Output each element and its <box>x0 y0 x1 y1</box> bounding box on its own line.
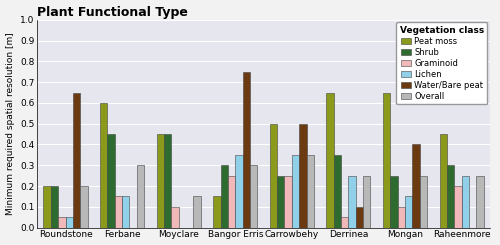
Bar <box>326 93 334 228</box>
Bar <box>363 176 370 228</box>
Bar <box>80 186 87 228</box>
Bar <box>51 186 58 228</box>
Bar <box>172 207 178 228</box>
Bar <box>341 217 348 228</box>
Bar <box>454 186 462 228</box>
Bar <box>462 176 469 228</box>
Bar <box>58 217 66 228</box>
Bar <box>164 134 172 228</box>
Bar <box>299 124 306 228</box>
Bar <box>44 186 51 228</box>
Bar <box>476 176 484 228</box>
Bar <box>284 176 292 228</box>
Bar <box>398 207 405 228</box>
Bar <box>213 196 220 228</box>
Bar <box>277 176 284 228</box>
Bar <box>250 165 258 228</box>
Bar <box>122 196 130 228</box>
Bar <box>334 155 341 228</box>
Bar <box>405 196 412 228</box>
Bar <box>156 134 164 228</box>
Bar <box>115 196 122 228</box>
Legend: Peat moss, Shrub, Graminoid, Lichen, Water/Bare peat, Overall: Peat moss, Shrub, Graminoid, Lichen, Wat… <box>396 22 488 104</box>
Bar <box>356 207 363 228</box>
Bar <box>137 165 144 228</box>
Bar <box>242 72 250 228</box>
Bar <box>73 93 80 228</box>
Bar <box>390 176 398 228</box>
Bar <box>194 196 201 228</box>
Bar <box>348 176 356 228</box>
Bar <box>228 176 235 228</box>
Bar <box>108 134 115 228</box>
Bar <box>440 134 447 228</box>
Y-axis label: Minimum required spatial resolution [m]: Minimum required spatial resolution [m] <box>6 32 15 215</box>
Bar <box>412 145 420 228</box>
Bar <box>383 93 390 228</box>
Bar <box>270 124 277 228</box>
Text: Plant Functional Type: Plant Functional Type <box>38 6 188 19</box>
Bar <box>306 155 314 228</box>
Bar <box>100 103 108 228</box>
Bar <box>66 217 73 228</box>
Bar <box>220 165 228 228</box>
Bar <box>292 155 299 228</box>
Bar <box>420 176 427 228</box>
Bar <box>447 165 454 228</box>
Bar <box>236 155 242 228</box>
